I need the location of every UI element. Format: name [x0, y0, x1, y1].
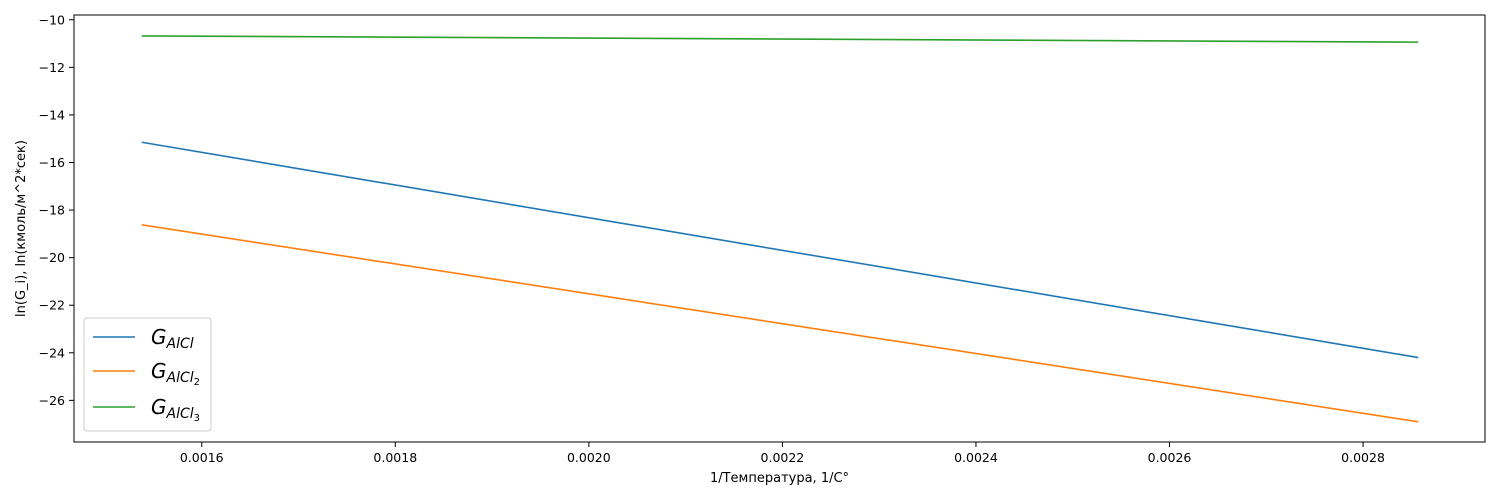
plot-frame [73, 14, 1486, 443]
plot-area [73, 14, 1486, 443]
x-tick-label: 0.0024 [954, 450, 998, 465]
y-tick-label: −12 [39, 60, 65, 75]
x-tick-label: 0.0028 [1341, 450, 1385, 465]
x-tick-label: 0.0022 [761, 450, 805, 465]
x-tick-label: 0.0020 [567, 450, 611, 465]
legend-label-3: GAlCl3 [151, 395, 200, 424]
x-tick-label: 0.0016 [180, 450, 224, 465]
y-axis-label: ln(G_i), ln(кмоль/м^2*сек) [14, 140, 29, 317]
y-tick-label: −24 [39, 345, 65, 360]
series-line-1 [141, 141, 1419, 359]
x-axis-label: 1/Температура, 1/C° [710, 471, 849, 486]
y-axis: −10 −12 −14 −16 −18 −20 −22 −24 −26 [39, 12, 74, 408]
y-tick-label: −22 [39, 298, 65, 313]
legend: GAlCl GAlCl2 GAlCl3 [83, 317, 212, 432]
y-tick-label: −16 [39, 155, 65, 170]
y-tick-label: −20 [39, 250, 65, 265]
y-tick-label: −26 [39, 393, 65, 408]
y-tick-label: −18 [39, 203, 65, 218]
legend-label-2: GAlCl2 [151, 359, 200, 388]
x-axis: 0.0016 0.0018 0.0020 0.0022 0.0024 0.0026 0.00… [180, 442, 1385, 465]
legend-label-1: GAlCl [151, 325, 194, 352]
series-line-3 [141, 35, 1419, 43]
y-tick-label: −14 [39, 107, 65, 122]
series-line-2 [141, 224, 1419, 423]
legend-box [83, 317, 212, 432]
x-tick-label: 0.0018 [373, 450, 417, 465]
y-tick-label: −10 [39, 12, 65, 27]
x-tick-label: 0.0026 [1148, 450, 1192, 465]
series-layer [141, 35, 1419, 423]
